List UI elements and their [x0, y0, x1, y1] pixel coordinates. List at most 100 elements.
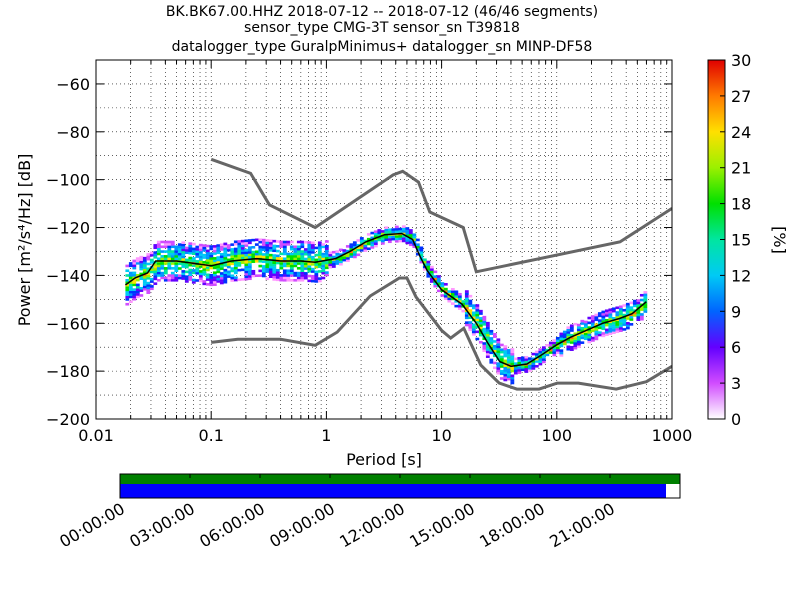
psd-cell — [527, 357, 532, 360]
psd-cell — [265, 260, 270, 264]
psd-cell — [321, 245, 326, 249]
psd-cell — [261, 260, 266, 263]
psd-cell — [601, 324, 606, 328]
psd-cell — [170, 267, 175, 270]
psd-cell — [128, 295, 133, 299]
psd-cell — [426, 265, 431, 269]
psd-cell — [380, 230, 385, 233]
psd-cell — [419, 253, 424, 257]
psd-cell — [195, 260, 200, 263]
psd-cell — [440, 284, 445, 288]
psd-cell — [282, 247, 287, 251]
psd-cell — [405, 227, 410, 230]
psd-cell — [181, 265, 186, 268]
psd-cell — [174, 264, 179, 268]
psd-cell — [335, 262, 340, 265]
psd-cell — [475, 330, 480, 334]
psd-cell — [160, 262, 165, 265]
psd-cell — [639, 308, 644, 311]
psd-cell — [139, 263, 144, 266]
timeline-tick-label: 03:00:00 — [126, 499, 198, 551]
psd-cell — [447, 299, 452, 303]
psd-cell — [230, 257, 235, 261]
psd-cell — [394, 235, 399, 238]
psd-cell — [587, 326, 592, 329]
psd-cell — [342, 256, 347, 259]
psd-cell — [153, 251, 158, 254]
timeline-tick-label: 12:00:00 — [336, 499, 408, 551]
psd-cell — [513, 371, 518, 375]
psd-cell — [338, 255, 343, 259]
psd-cell — [496, 355, 501, 358]
psd-cell — [597, 321, 602, 325]
psd-cell — [604, 323, 609, 327]
psd-cell — [527, 362, 532, 365]
psd-cell — [447, 292, 452, 296]
low-noise-model-line — [211, 276, 672, 391]
psd-cell — [356, 243, 361, 247]
psd-cell — [632, 299, 637, 303]
psd-cell — [436, 282, 441, 285]
psd-cell — [464, 306, 469, 310]
psd-cell — [457, 304, 462, 308]
psd-cell — [520, 358, 525, 362]
psd-cell — [510, 348, 515, 351]
psd-cell — [296, 245, 301, 249]
psd-cell — [373, 239, 378, 243]
psd-cell — [303, 267, 308, 270]
psd-cell — [135, 278, 140, 282]
psd-cell — [506, 368, 511, 371]
psd-cell — [219, 281, 224, 285]
psd-cell — [251, 272, 256, 275]
psd-cell — [468, 311, 473, 315]
psd-cell — [510, 379, 515, 382]
psd-cell — [594, 318, 599, 322]
colorbar-tick-label: 18 — [731, 195, 751, 214]
psd-cell — [153, 272, 158, 276]
psd-cell — [314, 272, 319, 276]
psd-cell — [282, 269, 287, 273]
psd-cell — [153, 253, 158, 257]
psd-cell — [482, 318, 487, 321]
colorbar-ticks: 0 3 6 9 12 15 18 21 24 27 30 — [720, 51, 751, 429]
psd-cell — [335, 255, 340, 258]
psd-cell — [149, 285, 154, 288]
timeline-tick-label: 09:00:00 — [266, 499, 338, 551]
psd-cell — [622, 308, 627, 312]
psd-cell — [580, 336, 585, 340]
psd-cell — [482, 330, 487, 333]
psd-cell — [468, 325, 473, 329]
psd-cell — [261, 265, 266, 268]
psd-cell — [576, 335, 581, 339]
psd-cell — [282, 264, 287, 268]
psd-cell — [156, 267, 161, 270]
psd-cell — [314, 253, 319, 257]
psd-cell — [135, 283, 140, 287]
psd-cell — [282, 276, 287, 280]
psd-cell — [639, 315, 644, 319]
psd-cell — [167, 247, 172, 251]
psd-cell — [485, 348, 490, 351]
psd-cell — [548, 344, 553, 347]
psd-cell — [618, 310, 623, 313]
psd-cell — [475, 306, 480, 310]
psd-cell — [573, 339, 578, 343]
psd-cell — [363, 244, 368, 248]
psd-cell — [188, 251, 193, 255]
psd-cell — [408, 231, 413, 235]
psd-cell — [524, 365, 529, 369]
psd-cell — [181, 253, 186, 256]
psd-cell — [300, 264, 305, 268]
psd-cell — [601, 317, 606, 321]
psd-cell — [573, 332, 578, 336]
psd-cell — [268, 268, 273, 271]
psd-cell — [314, 275, 319, 278]
psd-cell — [293, 262, 298, 265]
psd-cell — [618, 312, 623, 316]
psd-cell — [160, 276, 165, 280]
psd-cell — [352, 241, 357, 244]
psd-cell — [506, 365, 511, 369]
psd-cell — [286, 255, 291, 258]
psd-cell — [541, 348, 546, 352]
psd-cell — [139, 277, 144, 281]
